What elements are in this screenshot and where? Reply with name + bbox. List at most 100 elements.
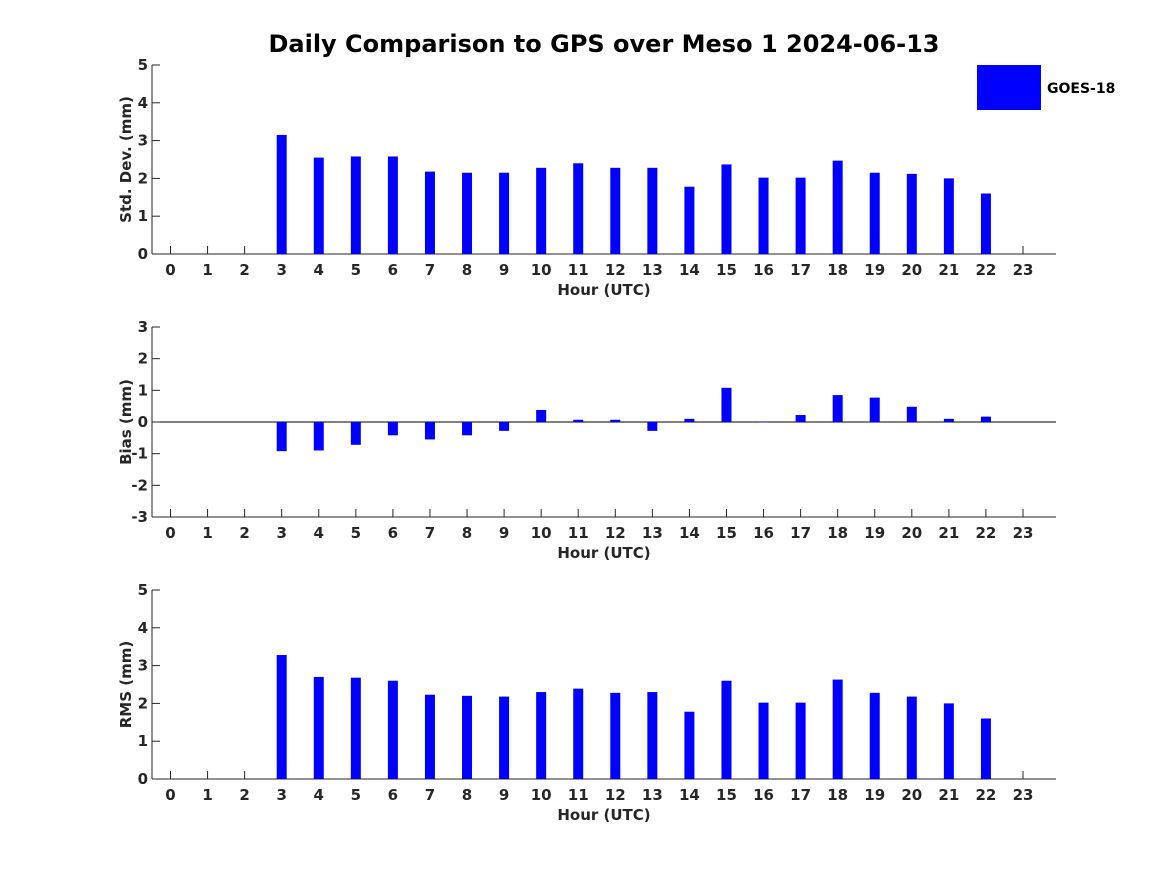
bar-hour-6 bbox=[387, 156, 398, 254]
x-tick-label: 6 bbox=[388, 786, 398, 804]
x-tick-label: 17 bbox=[790, 524, 811, 542]
x-tick-label: 18 bbox=[827, 261, 848, 279]
y-tick-label: 3 bbox=[138, 132, 148, 150]
y-tick-label: -1 bbox=[131, 445, 148, 463]
x-tick-label: 19 bbox=[864, 524, 885, 542]
y-tick-label: 1 bbox=[138, 381, 148, 399]
bar-hour-14 bbox=[684, 186, 695, 254]
bar-hour-3 bbox=[276, 134, 287, 254]
x-tick-label: 5 bbox=[351, 786, 361, 804]
x-tick-label: 2 bbox=[239, 261, 249, 279]
bar-hour-13 bbox=[647, 422, 658, 431]
bar-hour-12 bbox=[610, 167, 621, 254]
y-tick-label: -3 bbox=[131, 508, 148, 526]
x-tick-label: 14 bbox=[679, 786, 700, 804]
x-tick-label: 3 bbox=[276, 524, 286, 542]
bar-hour-14 bbox=[684, 711, 695, 779]
bar-hour-13 bbox=[647, 692, 658, 779]
bar-hour-7 bbox=[424, 694, 435, 779]
bar-hour-3 bbox=[276, 655, 287, 779]
x-tick-label: 20 bbox=[901, 261, 922, 279]
bar-hour-19 bbox=[869, 172, 880, 254]
bar-hour-5 bbox=[350, 677, 361, 779]
bar-hour-7 bbox=[424, 171, 435, 254]
bar-hour-20 bbox=[906, 696, 917, 779]
bar-hour-8 bbox=[462, 695, 473, 779]
bar-hour-18 bbox=[832, 160, 843, 254]
x-tick-label: 8 bbox=[462, 261, 472, 279]
x-tick-label: 21 bbox=[938, 786, 959, 804]
x-tick-label: 9 bbox=[499, 524, 509, 542]
bar-hour-3 bbox=[276, 422, 287, 452]
x-tick-label: 4 bbox=[314, 261, 324, 279]
x-tick-label: 1 bbox=[202, 524, 212, 542]
x-tick-label: 10 bbox=[531, 786, 552, 804]
bar-hour-7 bbox=[424, 422, 435, 440]
bar-hour-11 bbox=[573, 419, 584, 422]
bar-hour-18 bbox=[832, 679, 843, 779]
bar-hour-17 bbox=[795, 415, 806, 422]
legend: GOES-18 bbox=[977, 65, 1115, 110]
bar-hour-20 bbox=[906, 173, 917, 254]
bar-hour-21 bbox=[943, 703, 954, 779]
x-tick-label: 22 bbox=[975, 261, 996, 279]
bar-hour-9 bbox=[499, 696, 510, 779]
x-tick-label: 4 bbox=[314, 786, 324, 804]
y-axis-label: Bias (mm) bbox=[117, 379, 135, 465]
x-tick-label: 2 bbox=[239, 786, 249, 804]
x-tick-label: 3 bbox=[276, 261, 286, 279]
x-tick-label: 20 bbox=[901, 786, 922, 804]
x-tick-label: 10 bbox=[531, 261, 552, 279]
x-tick-label: 10 bbox=[531, 524, 552, 542]
bar-hour-16 bbox=[758, 177, 769, 254]
bar-hour-10 bbox=[536, 692, 547, 779]
bar-hour-6 bbox=[387, 680, 398, 779]
bar-hour-17 bbox=[795, 702, 806, 779]
y-tick-label: 5 bbox=[138, 581, 148, 599]
x-tick-label: 4 bbox=[314, 524, 324, 542]
bar-hour-15 bbox=[721, 387, 732, 422]
x-tick-label: 5 bbox=[351, 524, 361, 542]
bar-hour-9 bbox=[499, 172, 510, 254]
x-tick-label: 16 bbox=[753, 786, 774, 804]
x-tick-label: 20 bbox=[901, 524, 922, 542]
x-tick-label: 1 bbox=[202, 261, 212, 279]
x-tick-label: 0 bbox=[165, 786, 175, 804]
bar-hour-4 bbox=[313, 676, 324, 779]
bar-hour-5 bbox=[350, 422, 361, 445]
bar-hour-13 bbox=[647, 167, 658, 254]
x-tick-label: 11 bbox=[568, 524, 589, 542]
bar-hour-16 bbox=[758, 702, 769, 779]
x-tick-label: 23 bbox=[1013, 786, 1034, 804]
x-tick-label: 18 bbox=[827, 524, 848, 542]
bar-hour-11 bbox=[573, 163, 584, 254]
y-tick-label: 4 bbox=[138, 94, 148, 112]
bar-hour-19 bbox=[869, 692, 880, 779]
x-axis-label: Hour (UTC) bbox=[557, 806, 650, 824]
x-tick-label: 8 bbox=[462, 524, 472, 542]
y-tick-label: 3 bbox=[138, 318, 148, 336]
x-tick-label: 1 bbox=[202, 786, 212, 804]
bar-hour-10 bbox=[536, 167, 547, 254]
x-tick-label: 17 bbox=[790, 261, 811, 279]
bar-hour-22 bbox=[980, 193, 991, 254]
x-tick-label: 19 bbox=[864, 786, 885, 804]
chart-title: Daily Comparison to GPS over Meso 1 2024… bbox=[268, 30, 939, 58]
bar-hour-8 bbox=[462, 422, 473, 436]
x-tick-label: 9 bbox=[499, 261, 509, 279]
bar-hour-19 bbox=[869, 397, 880, 422]
y-axis-label: RMS (mm) bbox=[117, 641, 135, 728]
y-tick-label: 1 bbox=[138, 732, 148, 750]
y-tick-label: 4 bbox=[138, 619, 148, 637]
x-tick-label: 15 bbox=[716, 786, 737, 804]
y-tick-label: 0 bbox=[138, 245, 148, 263]
x-tick-label: 9 bbox=[499, 786, 509, 804]
x-tick-label: 11 bbox=[568, 786, 589, 804]
x-tick-label: 15 bbox=[716, 261, 737, 279]
x-tick-label: 8 bbox=[462, 786, 472, 804]
bar-hour-4 bbox=[313, 157, 324, 254]
x-tick-label: 7 bbox=[425, 524, 435, 542]
